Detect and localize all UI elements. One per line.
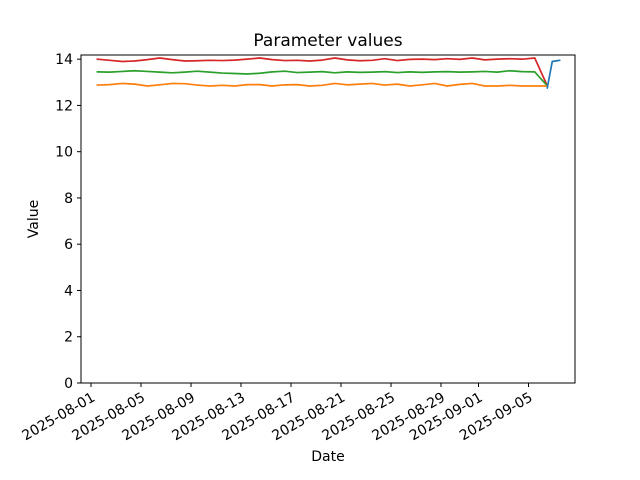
y-tick-label: 14	[55, 52, 73, 68]
y-tick-label: 6	[64, 237, 73, 253]
series-line-red	[96, 57, 549, 87]
series-line-blue	[546, 59, 561, 89]
y-tick-label: 4	[64, 283, 73, 299]
series-line-green	[96, 69, 549, 87]
y-tick-label: 8	[64, 191, 73, 207]
x-axis-label: Date	[311, 449, 344, 465]
y-tick-label: 0	[64, 376, 73, 392]
data-series	[96, 57, 561, 89]
y-axis-label: Value	[26, 200, 42, 238]
x-axis-ticks: 2025-08-012025-08-052025-08-092025-08-13…	[20, 383, 536, 444]
series-line-orange	[96, 82, 549, 87]
y-tick-label: 2	[64, 330, 73, 346]
chart-title: Parameter values	[253, 31, 402, 51]
plot-border	[80, 54, 576, 384]
y-axis-ticks: 0 2 4 6 8 10 12 14	[55, 52, 81, 392]
y-tick-label: 10	[55, 145, 73, 161]
y-tick-label: 12	[55, 98, 73, 114]
